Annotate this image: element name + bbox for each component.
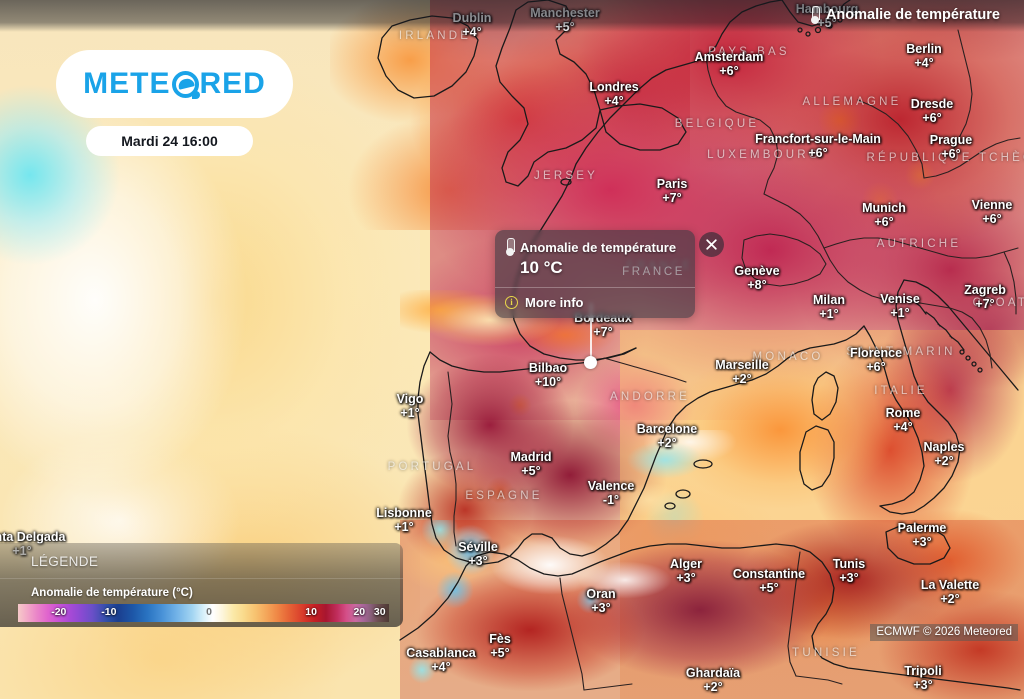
meteored-globe-icon [171, 70, 200, 99]
more-info-row[interactable]: i More info [495, 288, 695, 318]
close-icon [706, 239, 717, 250]
anomaly-field-mediterranean [620, 330, 1024, 699]
selected-point-marker[interactable] [584, 356, 597, 369]
anomaly-popup-region: FRANCE [622, 266, 685, 278]
legend-colorbar [18, 604, 389, 622]
legend-title: LÉGENDE [31, 554, 99, 569]
map-layer-title: Anomalie de température [811, 6, 1000, 24]
map-attribution: ECMWF © 2026 Meteored [870, 624, 1018, 641]
anomaly-field-north-africa [400, 520, 1024, 699]
anomaly-field-central-europe [430, 0, 1024, 420]
map-layer-title-text: Anomalie de température [825, 7, 1000, 23]
anomaly-popup-body: Anomalie de température 10 °C FRANCE [495, 230, 695, 287]
more-info-label: More info [525, 295, 584, 310]
anomaly-field-valencia-cool [620, 430, 760, 540]
anomaly-field-british-isles [330, 0, 690, 230]
anomaly-field-gibraltar-cool [400, 520, 730, 640]
legend-colorbar-wrap: -20 -10 0 10 20 30 [18, 604, 389, 622]
logo-text-post: RED [199, 67, 266, 100]
legend-scale-label: Anomalie de température (°C) [31, 587, 193, 599]
anomaly-field-iberia [395, 330, 695, 580]
forecast-timestamp-label: Mardi 24 16:00 [121, 133, 218, 149]
legend-panel[interactable]: LÉGENDE Anomalie de température (°C) -20… [0, 543, 403, 627]
logo-text-pre: METE [83, 67, 171, 100]
popup-close-button[interactable] [699, 232, 724, 257]
thermometer-icon [505, 238, 515, 256]
anomaly-popup-title: Anomalie de température [520, 239, 677, 255]
meteored-logo[interactable]: METE RED [56, 50, 293, 118]
logo-wordmark: METE RED [83, 67, 266, 101]
anomaly-popup[interactable]: Anomalie de température 10 °C FRANCE i M… [495, 230, 695, 318]
forecast-timestamp-pill[interactable]: Mardi 24 16:00 [86, 126, 253, 156]
info-circle-icon: i [505, 296, 518, 309]
anomaly-popup-header: Anomalie de température [505, 238, 685, 256]
thermometer-icon [811, 6, 821, 24]
